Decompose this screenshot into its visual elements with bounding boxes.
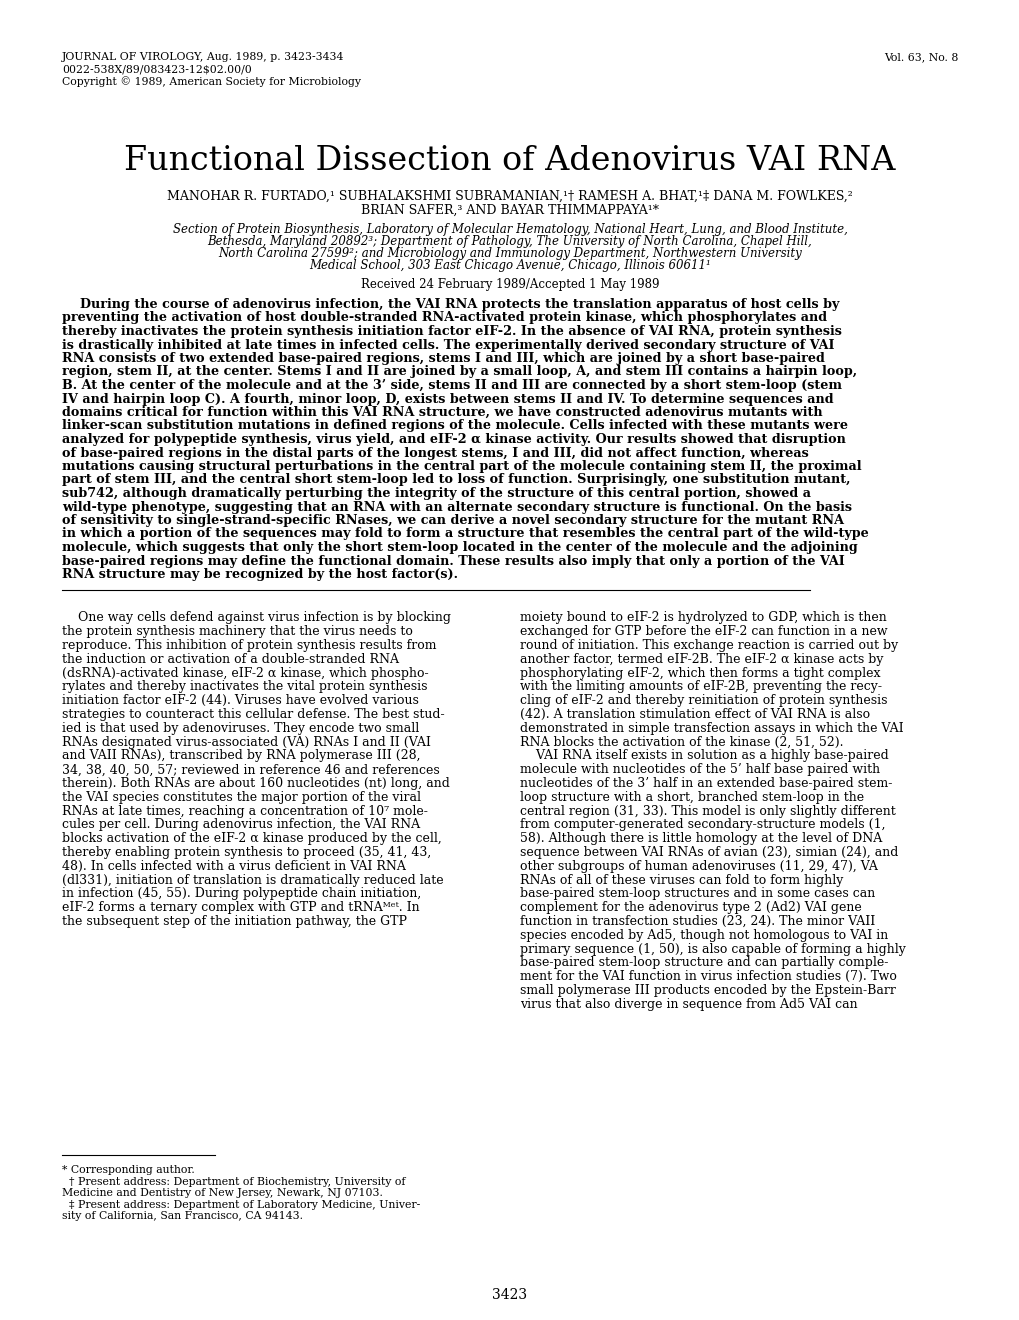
Text: blocks activation of the eIF-2 α kinase produced by the cell,: blocks activation of the eIF-2 α kinase … <box>62 833 441 845</box>
Text: sequence between VAI RNAs of avian (23), simian (24), and: sequence between VAI RNAs of avian (23),… <box>520 846 898 859</box>
Text: † Present address: Department of Biochemistry, University of: † Present address: Department of Biochem… <box>62 1177 406 1187</box>
Text: 34, 38, 40, 50, 57; reviewed in reference 46 and references: 34, 38, 40, 50, 57; reviewed in referenc… <box>62 763 439 776</box>
Text: Bethesda, Maryland 20892³; Department of Pathology, The University of North Caro: Bethesda, Maryland 20892³; Department of… <box>208 235 811 248</box>
Text: moiety bound to eIF-2 is hydrolyzed to GDP, which is then: moiety bound to eIF-2 is hydrolyzed to G… <box>520 611 886 624</box>
Text: function in transfection studies (23, 24). The minor VAII: function in transfection studies (23, 24… <box>520 915 874 928</box>
Text: in infection (45, 55). During polypeptide chain initiation,: in infection (45, 55). During polypeptid… <box>62 887 421 900</box>
Text: central region (31, 33). This model is only slightly different: central region (31, 33). This model is o… <box>520 805 895 817</box>
Text: exchanged for GTP before the eIF-2 can function in a new: exchanged for GTP before the eIF-2 can f… <box>520 626 887 639</box>
Text: nucleotides of the 3’ half in an extended base-paired stem-: nucleotides of the 3’ half in an extende… <box>520 777 892 791</box>
Text: loop structure with a short, branched stem-loop in the: loop structure with a short, branched st… <box>520 791 863 804</box>
Text: During the course of adenovirus infection, the VAI RNA protects the translation : During the course of adenovirus infectio… <box>62 298 839 312</box>
Text: 3423: 3423 <box>492 1288 527 1302</box>
Text: in which a portion of the sequences may fold to form a structure that resembles : in which a portion of the sequences may … <box>62 528 868 540</box>
Text: of base-paired regions in the distal parts of the longest stems, I and III, did : of base-paired regions in the distal par… <box>62 446 808 459</box>
Text: another factor, termed eIF-2B. The eIF-2 α kinase acts by: another factor, termed eIF-2B. The eIF-2… <box>520 653 882 665</box>
Text: virus that also diverge in sequence from Ad5 VAI can: virus that also diverge in sequence from… <box>520 998 857 1011</box>
Text: * Corresponding author.: * Corresponding author. <box>62 1166 195 1175</box>
Text: MANOHAR R. FURTADO,¹ SUBHALAKSHMI SUBRAMANIAN,¹† RAMESH A. BHAT,¹‡ DANA M. FOWLK: MANOHAR R. FURTADO,¹ SUBHALAKSHMI SUBRAM… <box>167 190 852 203</box>
Text: domains critical for function within this VAI RNA structure, we have constructed: domains critical for function within thi… <box>62 407 821 418</box>
Text: of sensitivity to single-strand-specific RNases, we can derive a novel secondary: of sensitivity to single-strand-specific… <box>62 513 843 527</box>
Text: the induction or activation of a double-stranded RNA: the induction or activation of a double-… <box>62 653 398 665</box>
Text: (42). A translation stimulation effect of VAI RNA is also: (42). A translation stimulation effect o… <box>520 708 869 721</box>
Text: species encoded by Ad5, though not homologous to VAI in: species encoded by Ad5, though not homol… <box>520 929 888 942</box>
Text: B. At the center of the molecule and at the 3’ side, stems II and III are connec: B. At the center of the molecule and at … <box>62 379 841 392</box>
Text: mutations causing structural perturbations in the central part of the molecule c: mutations causing structural perturbatio… <box>62 459 861 473</box>
Text: RNAs designated virus-associated (VA) RNAs I and II (VAI: RNAs designated virus-associated (VA) RN… <box>62 735 430 748</box>
Text: RNA structure may be recognized by the host factor(s).: RNA structure may be recognized by the h… <box>62 568 458 581</box>
Text: base-paired stem-loop structure and can partially comple-: base-paired stem-loop structure and can … <box>520 957 888 969</box>
Text: cules per cell. During adenovirus infection, the VAI RNA: cules per cell. During adenovirus infect… <box>62 818 420 832</box>
Text: RNAs of all of these viruses can fold to form highly: RNAs of all of these viruses can fold to… <box>520 874 843 887</box>
Text: RNA consists of two extended base-paired regions, stems I and III, which are joi: RNA consists of two extended base-paired… <box>62 352 824 366</box>
Text: ‡ Present address: Department of Laboratory Medicine, Univer-: ‡ Present address: Department of Laborat… <box>62 1200 420 1210</box>
Text: Functional Dissection of Adenovirus VAI RNA: Functional Dissection of Adenovirus VAI … <box>124 145 895 177</box>
Text: Medicine and Dentistry of New Jersey, Newark, NJ 07103.: Medicine and Dentistry of New Jersey, Ne… <box>62 1188 382 1199</box>
Text: 58). Although there is little homology at the level of DNA: 58). Although there is little homology a… <box>520 833 881 845</box>
Text: molecule, which suggests that only the short stem-loop located in the center of : molecule, which suggests that only the s… <box>62 541 857 554</box>
Text: part of stem III, and the central short stem-loop led to loss of function. Surpr: part of stem III, and the central short … <box>62 474 850 487</box>
Text: BRIAN SAFER,³ AND BAYAR THIMMAPPAYA¹*: BRIAN SAFER,³ AND BAYAR THIMMAPPAYA¹* <box>361 205 658 216</box>
Text: with the limiting amounts of eIF-2B, preventing the recy-: with the limiting amounts of eIF-2B, pre… <box>520 681 881 693</box>
Text: sub742, although dramatically perturbing the integrity of the structure of this : sub742, although dramatically perturbing… <box>62 487 810 500</box>
Text: North Carolina 27599²; and Microbiology and Immunology Department, Northwestern : North Carolina 27599²; and Microbiology … <box>218 247 801 260</box>
Text: One way cells defend against virus infection is by blocking: One way cells defend against virus infec… <box>62 611 450 624</box>
Text: round of initiation. This exchange reaction is carried out by: round of initiation. This exchange react… <box>520 639 898 652</box>
Text: (dsRNA)-activated kinase, eIF-2 α kinase, which phospho-: (dsRNA)-activated kinase, eIF-2 α kinase… <box>62 667 428 680</box>
Text: ied is that used by adenoviruses. They encode two small: ied is that used by adenoviruses. They e… <box>62 722 419 735</box>
Text: RNA blocks the activation of the kinase (2, 51, 52).: RNA blocks the activation of the kinase … <box>520 735 843 748</box>
Text: molecule with nucleotides of the 5’ half base paired with: molecule with nucleotides of the 5’ half… <box>520 763 879 776</box>
Text: and VAII RNAs), transcribed by RNA polymerase III (28,: and VAII RNAs), transcribed by RNA polym… <box>62 750 420 763</box>
Text: from computer-generated secondary-structure models (1,: from computer-generated secondary-struct… <box>520 818 884 832</box>
Text: primary sequence (1, 50), is also capable of forming a highly: primary sequence (1, 50), is also capabl… <box>520 942 905 956</box>
Text: small polymerase III products encoded by the Epstein-Barr: small polymerase III products encoded by… <box>520 985 895 997</box>
Text: VAI RNA itself exists in solution as a highly base-paired: VAI RNA itself exists in solution as a h… <box>520 750 888 763</box>
Text: the subsequent step of the initiation pathway, the GTP: the subsequent step of the initiation pa… <box>62 915 407 928</box>
Text: RNAs at late times, reaching a concentration of 10⁷ mole-: RNAs at late times, reaching a concentra… <box>62 805 427 817</box>
Text: complement for the adenovirus type 2 (Ad2) VAI gene: complement for the adenovirus type 2 (Ad… <box>520 902 861 915</box>
Text: other subgroups of human adenoviruses (11, 29, 47), VA: other subgroups of human adenoviruses (1… <box>520 859 877 873</box>
Text: Medical School, 303 East Chicago Avenue, Chicago, Illinois 60611¹: Medical School, 303 East Chicago Avenue,… <box>309 259 710 272</box>
Text: is drastically inhibited at late times in infected cells. The experimentally der: is drastically inhibited at late times i… <box>62 338 834 351</box>
Text: Vol. 63, No. 8: Vol. 63, No. 8 <box>882 51 957 62</box>
Text: rylates and thereby inactivates the vital protein synthesis: rylates and thereby inactivates the vita… <box>62 681 427 693</box>
Text: base-paired stem-loop structures and in some cases can: base-paired stem-loop structures and in … <box>520 887 874 900</box>
Text: thereby inactivates the protein synthesis initiation factor eIF-2. In the absenc: thereby inactivates the protein synthesi… <box>62 325 841 338</box>
Text: Received 24 February 1989/Accepted 1 May 1989: Received 24 February 1989/Accepted 1 May… <box>361 279 658 290</box>
Text: (dl331), initiation of translation is dramatically reduced late: (dl331), initiation of translation is dr… <box>62 874 443 887</box>
Text: preventing the activation of host double-stranded RNA-activated protein kinase, : preventing the activation of host double… <box>62 312 826 325</box>
Text: IV and hairpin loop C). A fourth, minor loop, D, exists between stems II and IV.: IV and hairpin loop C). A fourth, minor … <box>62 392 833 405</box>
Text: analyzed for polypeptide synthesis, virus yield, and eIF-2 α kinase activity. Ou: analyzed for polypeptide synthesis, viru… <box>62 433 845 446</box>
Text: 0022-538X/89/083423-12$02.00/0: 0022-538X/89/083423-12$02.00/0 <box>62 63 252 74</box>
Text: strategies to counteract this cellular defense. The best stud-: strategies to counteract this cellular d… <box>62 708 444 721</box>
Text: phosphorylating eIF-2, which then forms a tight complex: phosphorylating eIF-2, which then forms … <box>520 667 879 680</box>
Text: eIF-2 forms a ternary complex with GTP and tRNAᴹᵉᵗ. In: eIF-2 forms a ternary complex with GTP a… <box>62 902 419 915</box>
Text: the protein synthesis machinery that the virus needs to: the protein synthesis machinery that the… <box>62 626 413 639</box>
Text: base-paired regions may define the functional domain. These results also imply t: base-paired regions may define the funct… <box>62 554 844 568</box>
Text: initiation factor eIF-2 (44). Viruses have evolved various: initiation factor eIF-2 (44). Viruses ha… <box>62 694 419 708</box>
Text: demonstrated in simple transfection assays in which the VAI: demonstrated in simple transfection assa… <box>520 722 903 735</box>
Text: JOURNAL OF VIROLOGY, Aug. 1989, p. 3423-3434: JOURNAL OF VIROLOGY, Aug. 1989, p. 3423-… <box>62 51 344 62</box>
Text: thereby enabling protein synthesis to proceed (35, 41, 43,: thereby enabling protein synthesis to pr… <box>62 846 431 859</box>
Text: region, stem II, at the center. Stems I and II are joined by a small loop, A, an: region, stem II, at the center. Stems I … <box>62 366 856 379</box>
Text: Section of Protein Biosynthesis, Laboratory of Molecular Hematology, National He: Section of Protein Biosynthesis, Laborat… <box>172 223 847 236</box>
Text: therein). Both RNAs are about 160 nucleotides (nt) long, and: therein). Both RNAs are about 160 nucleo… <box>62 777 449 791</box>
Text: wild-type phenotype, suggesting that an RNA with an alternate secondary structur: wild-type phenotype, suggesting that an … <box>62 500 851 513</box>
Text: 48). In cells infected with a virus deficient in VAI RNA: 48). In cells infected with a virus defi… <box>62 859 406 873</box>
Text: the VAI species constitutes the major portion of the viral: the VAI species constitutes the major po… <box>62 791 421 804</box>
Text: ment for the VAI function in virus infection studies (7). Two: ment for the VAI function in virus infec… <box>520 970 896 983</box>
Text: linker-scan substitution mutations in defined regions of the molecule. Cells inf: linker-scan substitution mutations in de… <box>62 420 847 433</box>
Text: Copyright © 1989, American Society for Microbiology: Copyright © 1989, American Society for M… <box>62 77 361 87</box>
Text: cling of eIF-2 and thereby reinitiation of protein synthesis: cling of eIF-2 and thereby reinitiation … <box>520 694 887 708</box>
Text: sity of California, San Francisco, CA 94143.: sity of California, San Francisco, CA 94… <box>62 1210 303 1221</box>
Text: reproduce. This inhibition of protein synthesis results from: reproduce. This inhibition of protein sy… <box>62 639 436 652</box>
